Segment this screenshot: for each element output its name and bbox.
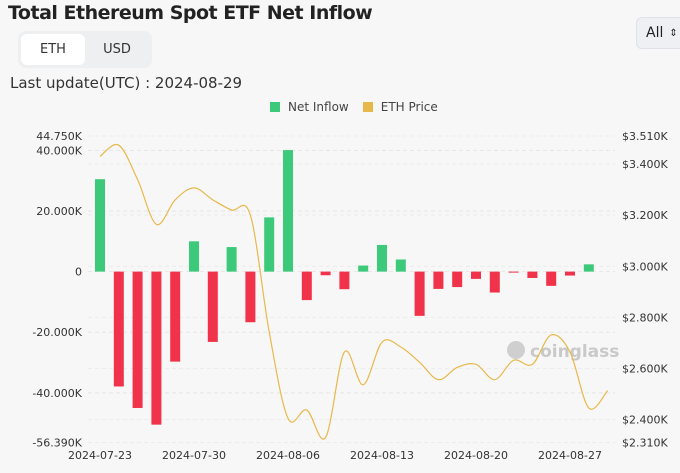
bar-2024-07-31	[207, 271, 218, 342]
x-tick-label: 2024-07-23	[68, 449, 132, 462]
bar-2024-07-30	[189, 241, 199, 272]
bar-2024-08-20	[471, 271, 481, 279]
x-tick-label: 2024-08-13	[350, 449, 414, 462]
left-tick-label: -40.000K	[32, 387, 82, 400]
left-tick-label: 44.750K	[36, 130, 82, 143]
bar-2024-08-28	[583, 264, 594, 272]
bar-2024-07-25	[132, 271, 143, 408]
bar-2024-08-21	[489, 271, 500, 293]
toggle-eth[interactable]: ETH	[21, 34, 85, 65]
left-tick-label: 0	[75, 266, 82, 279]
range-select-value: All	[646, 25, 664, 41]
bar-2024-07-23	[95, 179, 105, 272]
x-tick-label: 2024-08-06	[256, 449, 320, 462]
bar-2024-08-26	[546, 271, 557, 286]
bar-2024-08-09	[339, 271, 350, 290]
legend-eth-price[interactable]: ETH Price	[362, 100, 438, 114]
watermark: coinglass	[530, 342, 619, 362]
left-tick-label: -56.390K	[32, 437, 82, 450]
bar-2024-08-12	[358, 265, 369, 272]
bar-2024-08-22	[508, 271, 519, 273]
left-tick-label: 40.000K	[36, 144, 82, 157]
last-update: Last update(UTC) : 2024-08-29	[10, 74, 243, 92]
left-tick-label: -20.000K	[32, 326, 82, 339]
bar-2024-08-14	[395, 259, 406, 272]
bar-2024-08-08	[320, 271, 331, 276]
right-tick-label: $2.310K	[622, 437, 668, 450]
right-tick-label: $3.510K	[622, 130, 668, 143]
left-tick-label: 20.000K	[36, 205, 82, 218]
x-tick-label: 2024-07-30	[162, 449, 226, 462]
legend: Net Inflow ETH Price	[270, 100, 438, 114]
bar-2024-08-05	[264, 217, 275, 272]
right-tick-label: $3.200K	[622, 209, 668, 222]
legend-net-inflow[interactable]: Net Inflow	[270, 100, 349, 114]
page-title: Total Ethereum Spot ETF Net Inflow	[8, 2, 373, 24]
range-select[interactable]: All ⇕	[636, 17, 680, 49]
bar-2024-08-13	[377, 244, 387, 272]
toggle-usd[interactable]: USD	[103, 42, 131, 57]
bar-2024-08-02	[245, 271, 256, 323]
bar-2024-07-24	[113, 271, 124, 387]
legend-swatch	[362, 102, 373, 112]
chevron-up-down-icon: ⇕	[669, 27, 678, 39]
bar-2024-07-29	[170, 271, 181, 362]
bar-2024-08-15	[414, 271, 425, 316]
right-tick-label: $2.800K	[622, 311, 668, 324]
bar-2024-07-26	[151, 271, 162, 425]
bar-2024-08-27	[565, 271, 575, 276]
legend-label: ETH Price	[380, 100, 438, 114]
x-tick-label: 2024-08-27	[538, 449, 602, 462]
right-tick-label: $2.600K	[622, 362, 668, 375]
right-tick-label: $3.400K	[622, 158, 668, 171]
bar-2024-08-23	[527, 271, 538, 278]
eth-price-line	[99, 143, 609, 440]
legend-label: Net Inflow	[288, 100, 349, 114]
coinglass-logo-icon	[507, 341, 525, 359]
unit-toggle: ETH USD	[18, 31, 152, 68]
bar-2024-08-06	[283, 150, 293, 272]
bar-2024-08-19	[452, 271, 463, 288]
right-tick-label: $2.400K	[622, 414, 668, 427]
legend-swatch	[270, 102, 280, 112]
right-tick-label: $3.000K	[622, 260, 668, 273]
bar-2024-08-07	[301, 271, 312, 301]
bar-2024-08-01	[226, 247, 237, 272]
bar-2024-08-16	[433, 271, 444, 289]
x-tick-label: 2024-08-20	[444, 449, 508, 462]
